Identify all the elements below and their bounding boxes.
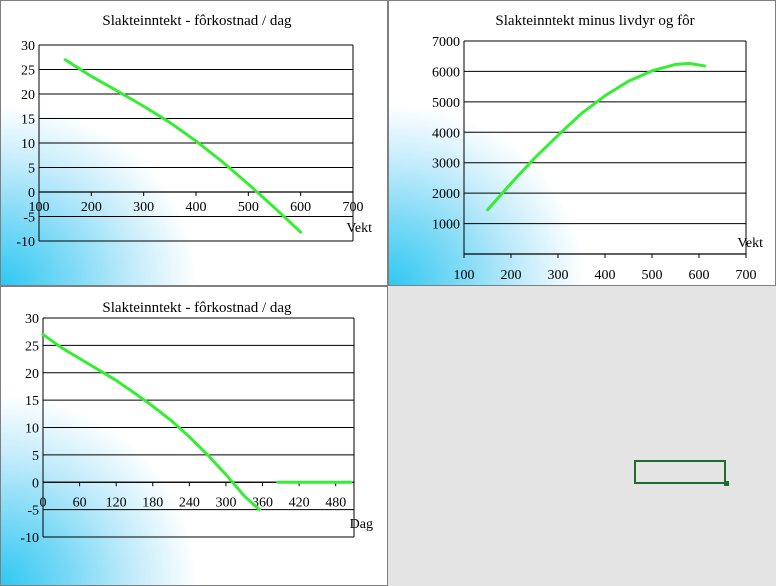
x-tick-label: 120 — [106, 495, 127, 510]
x-tick-label: 400 — [186, 200, 207, 215]
y-tick-label: -5 — [23, 211, 35, 226]
x-tick-label: 400 — [595, 268, 616, 283]
y-tick-label: 5 — [32, 449, 39, 464]
y-tick-label: 10 — [25, 422, 39, 437]
x-tick-label: 500 — [238, 200, 259, 215]
x-axis-label: Dag — [350, 517, 373, 532]
y-tick-label: 25 — [21, 64, 35, 79]
x-tick-label: 360 — [252, 495, 273, 510]
y-tick-label: 4000 — [432, 126, 460, 141]
y-tick-label: 15 — [25, 394, 39, 409]
x-tick-label: 200 — [501, 268, 522, 283]
y-tick-label: 20 — [25, 367, 39, 382]
chart-title: Slakteinntekt - fôrkostnad / dag — [102, 300, 292, 316]
plot-group: -10 -5 0 5 10 15 20 25 30 100 200 300 400 500 600 700 — [16, 39, 363, 250]
x-tick-label: 600 — [290, 200, 311, 215]
x-tick-label: 300 — [133, 200, 154, 215]
chart-svg-2: 1000 2000 3000 4000 5000 6000 7000 100 200 300 400… — [432, 13, 763, 283]
plot-group: 1000 2000 3000 4000 5000 6000 7000 100 200 300 400… — [432, 35, 757, 283]
series-line — [63, 58, 303, 234]
y-tick-label: -10 — [16, 235, 35, 250]
y-tick-label: 7000 — [432, 35, 460, 50]
empty-sheet-area[interactable] — [389, 288, 776, 586]
x-tick-label: 700 — [343, 200, 364, 215]
x-tick-label: 420 — [289, 495, 310, 510]
x-tick-label: 100 — [29, 200, 50, 215]
y-tick-label: -10 — [20, 531, 39, 546]
x-tick-label: 240 — [179, 495, 200, 510]
x-tick-label: 500 — [642, 268, 663, 283]
x-tick-label: 700 — [736, 268, 757, 283]
y-tick-label: 3000 — [432, 157, 460, 172]
y-tick-label: 25 — [25, 339, 39, 354]
chart-title: Slakteinntekt minus livdyr og fôr — [495, 13, 694, 29]
x-tick-label: 600 — [689, 268, 710, 283]
x-tick-label: 300 — [548, 268, 569, 283]
chart-panel-profit-per-day-by-day[interactable]: -10 -5 0 5 10 15 20 25 30 0 60 120 180 240 300 360 420 48… — [0, 286, 388, 586]
chart-title: Slakteinntekt - fôrkostnad / dag — [102, 13, 292, 29]
y-tick-label: 30 — [25, 312, 39, 327]
y-tick-label: 2000 — [432, 187, 460, 202]
chart-background-gradient — [389, 1, 775, 285]
series-line — [41, 332, 261, 512]
chart-background-gradient — [1, 287, 387, 585]
chart-panel-net-income-by-weight[interactable]: 1000 2000 3000 4000 5000 6000 7000 100 200 300 400… — [388, 0, 776, 286]
x-axis-label: Vekt — [737, 236, 763, 251]
y-tick-label: 5000 — [432, 96, 460, 111]
y-tick-label: 10 — [21, 137, 35, 152]
series-line — [486, 62, 707, 212]
selected-cell[interactable] — [634, 460, 726, 484]
y-tick-label: 15 — [21, 113, 35, 128]
y-tick-label: -5 — [27, 504, 39, 519]
y-tick-label: 6000 — [432, 65, 460, 80]
y-tick-label: 0 — [32, 476, 39, 491]
fill-handle[interactable] — [724, 481, 729, 486]
x-tick-label: 60 — [73, 495, 87, 510]
y-tick-label: 1000 — [432, 218, 460, 233]
x-tick-label: 180 — [142, 495, 163, 510]
y-tick-label: 5 — [28, 162, 35, 177]
x-tick-label: 200 — [81, 200, 102, 215]
y-tick-label: 30 — [21, 39, 35, 54]
chart-svg-1: -10 -5 0 5 10 15 20 25 30 100 200 300 400 500 600 700 S… — [16, 13, 372, 250]
x-tick-label: 300 — [215, 495, 236, 510]
chart-panel-profit-per-day-by-weight[interactable]: -10 -5 0 5 10 15 20 25 30 100 200 300 400 500 600 700 S… — [0, 0, 388, 286]
x-tick-label: 100 — [454, 268, 475, 283]
x-tick-label: 480 — [325, 495, 346, 510]
y-tick-label: 20 — [21, 88, 35, 103]
x-axis-label: Vekt — [346, 221, 372, 236]
x-tick-label: 0 — [40, 495, 47, 510]
y-tick-label: 0 — [28, 186, 35, 201]
